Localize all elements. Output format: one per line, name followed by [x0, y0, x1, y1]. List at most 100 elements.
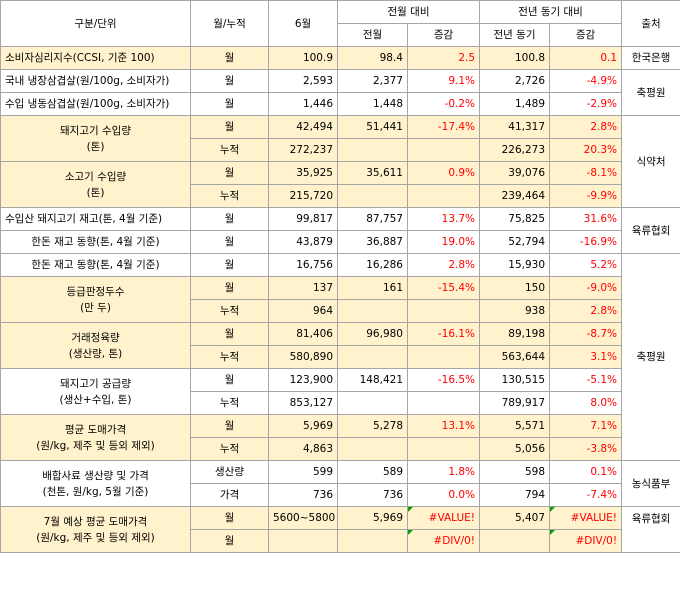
- row-period: 누적: [190, 345, 269, 369]
- row-prev-year: 5,407: [479, 506, 551, 530]
- row-change-year: #VALUE!: [549, 506, 623, 530]
- row-change-month: -16.1%: [406, 322, 481, 346]
- header-prev-month: 전월: [337, 23, 408, 47]
- row-category: 한돈 재고 동향(톤, 4월 기준): [0, 230, 191, 254]
- row-prev-month: [337, 391, 408, 415]
- header-source: 출처: [621, 0, 680, 47]
- row-prev-year: 89,198: [479, 322, 551, 346]
- row-prev-month: 98.4: [337, 46, 408, 70]
- row-category: 소비자심리지수(CCSI, 기준 100): [0, 46, 191, 70]
- row-category-line2: (톤): [86, 186, 105, 199]
- row-change-year: -4.9%: [549, 69, 623, 93]
- row-june: 137: [268, 276, 338, 300]
- row-change-month: -16.5%: [406, 368, 481, 392]
- row-period: 월: [190, 414, 269, 438]
- row-period: 월: [190, 46, 269, 70]
- row-change-month: 13.7%: [406, 207, 481, 231]
- row-category: 돼지고기 공급량 (생산+수입, 톤): [0, 368, 191, 415]
- row-prev-month: [337, 437, 408, 461]
- row-category-line1: 평균 도매가격: [64, 423, 127, 436]
- row-change-month: -15.4%: [406, 276, 481, 300]
- row-june: 42,494: [268, 115, 338, 139]
- row-period: 월: [190, 161, 269, 185]
- row-prev-month: 589: [337, 460, 408, 484]
- row-prev-year: 938: [479, 299, 551, 323]
- header-vs-prev-year: 전년 동기 대비: [479, 0, 623, 24]
- row-change-month: 2.5: [406, 46, 481, 70]
- row-prev-month: 51,441: [337, 115, 408, 139]
- row-june: 736: [268, 483, 338, 507]
- row-prev-year: 1,489: [479, 92, 551, 116]
- table-row: 월 #DIV/0! #DIV/0!: [1, 529, 680, 553]
- row-category: 수입산 돼지고기 재고(톤, 4월 기준): [0, 207, 191, 231]
- header-period: 월/누적: [190, 0, 269, 47]
- row-prev-year: 2,726: [479, 69, 551, 93]
- row-category: 평균 도매가격 (원/kg, 제주 및 등외 제외): [0, 414, 191, 461]
- row-change-month: 9.1%: [406, 69, 481, 93]
- header-change-month: 증감: [406, 23, 481, 47]
- row-june: 4,863: [268, 437, 338, 461]
- table-row: 수입산 돼지고기 재고(톤, 4월 기준) 월 99,817 87,757 13…: [0, 207, 680, 254]
- row-category: 수입 냉동삼겹살(원/100g, 소비자가): [0, 92, 191, 116]
- table-row: 거래정육량 (생산량, 톤) 월 81,406 96,980 -16.1% 89,…: [0, 322, 680, 369]
- row-period: 월: [190, 276, 269, 300]
- row-prev-year: 100.8: [479, 46, 551, 70]
- row-change-year: -8.7%: [549, 322, 623, 346]
- row-period: 월: [190, 92, 269, 116]
- row-june: 81,406: [268, 322, 338, 346]
- row-change-month: [406, 391, 481, 415]
- row-june: 99,817: [268, 207, 338, 231]
- header-change-year: 증감: [549, 23, 623, 47]
- row-change-year: -3.8%: [549, 437, 623, 461]
- row-prev-year: 226,273: [479, 138, 551, 162]
- row-june: 272,237: [268, 138, 338, 162]
- table-row: 국내 냉장삼겹살(원/100g, 소비자가) 월 2,593 2,377 9.1…: [0, 69, 680, 116]
- row-category-line1: 등급판정두수: [66, 285, 125, 298]
- row-prev-month: 87,757: [337, 207, 408, 231]
- row-june: 100.9: [268, 46, 338, 70]
- row-change-year: -16.9%: [549, 230, 623, 254]
- row-prev-month: 1,448: [337, 92, 408, 116]
- table-row: 한돈 재고 동향(톤, 4월 기준) 월 43,879 36,887 19.0%…: [0, 230, 680, 254]
- table-row: 소비자심리지수(CCSI, 기준 100) 월 100.9 98.4 2.5 1…: [0, 46, 680, 70]
- row-period: 누적: [190, 138, 269, 162]
- row-change-year: 5.2%: [549, 253, 623, 277]
- row-source: 육류협회: [621, 506, 680, 553]
- row-prev-year: 5,571: [479, 414, 551, 438]
- row-change-month: -0.2%: [406, 92, 481, 116]
- row-change-month: 19.0%: [406, 230, 481, 254]
- row-prev-year: 15,930: [479, 253, 551, 277]
- row-category-line1: 거래정육량: [71, 331, 120, 344]
- row-june: 35,925: [268, 161, 338, 185]
- row-prev-month: 161: [337, 276, 408, 300]
- row-source: 축평원: [621, 253, 680, 461]
- row-prev-month: 5,969: [337, 506, 408, 530]
- row-category-line1: 돼지고기 수입량: [60, 124, 131, 137]
- row-source: 육류협회: [621, 207, 680, 254]
- row-change-month: #DIV/0!: [406, 529, 481, 553]
- row-prev-year: 239,464: [479, 184, 551, 208]
- row-category: 7월 예상 평균 도매가격 (원/kg, 제주 및 등외 제외): [0, 506, 191, 553]
- row-period: 생산량: [190, 460, 269, 484]
- table-row: 누적 272,237 226,273 20.3%: [1, 138, 680, 162]
- row-category-line2: (만 두): [80, 301, 111, 314]
- row-change-year: 0.1%: [549, 460, 623, 484]
- header-vs-prev-month: 전월 대비: [336, 0, 481, 24]
- row-prev-year: 5,056: [479, 437, 551, 461]
- row-june: 5600~5800: [268, 506, 338, 530]
- row-june: 43,879: [268, 230, 338, 254]
- row-prev-month: [337, 184, 408, 208]
- row-prev-year: 39,076: [479, 161, 551, 185]
- row-category-line1: 배합사료 생산량 및 가격: [42, 469, 149, 482]
- row-change-year: 7.1%: [549, 414, 623, 438]
- table-row: 가격 736 736 0.0% 794 -7.4%: [1, 483, 680, 507]
- header-category: 구분/단위: [0, 0, 191, 47]
- row-change-year: -7.4%: [549, 483, 623, 507]
- row-change-month: [406, 184, 481, 208]
- row-june: 16,756: [268, 253, 338, 277]
- row-source: 농식품부: [621, 460, 680, 507]
- table-row: 돼지고기 수입량 (톤) 월 42,494 51,441 -17.4% 41,31…: [0, 115, 680, 208]
- row-change-year: -8.1%: [549, 161, 623, 185]
- row-change-month: 0.9%: [406, 161, 481, 185]
- row-period: 월: [190, 368, 269, 392]
